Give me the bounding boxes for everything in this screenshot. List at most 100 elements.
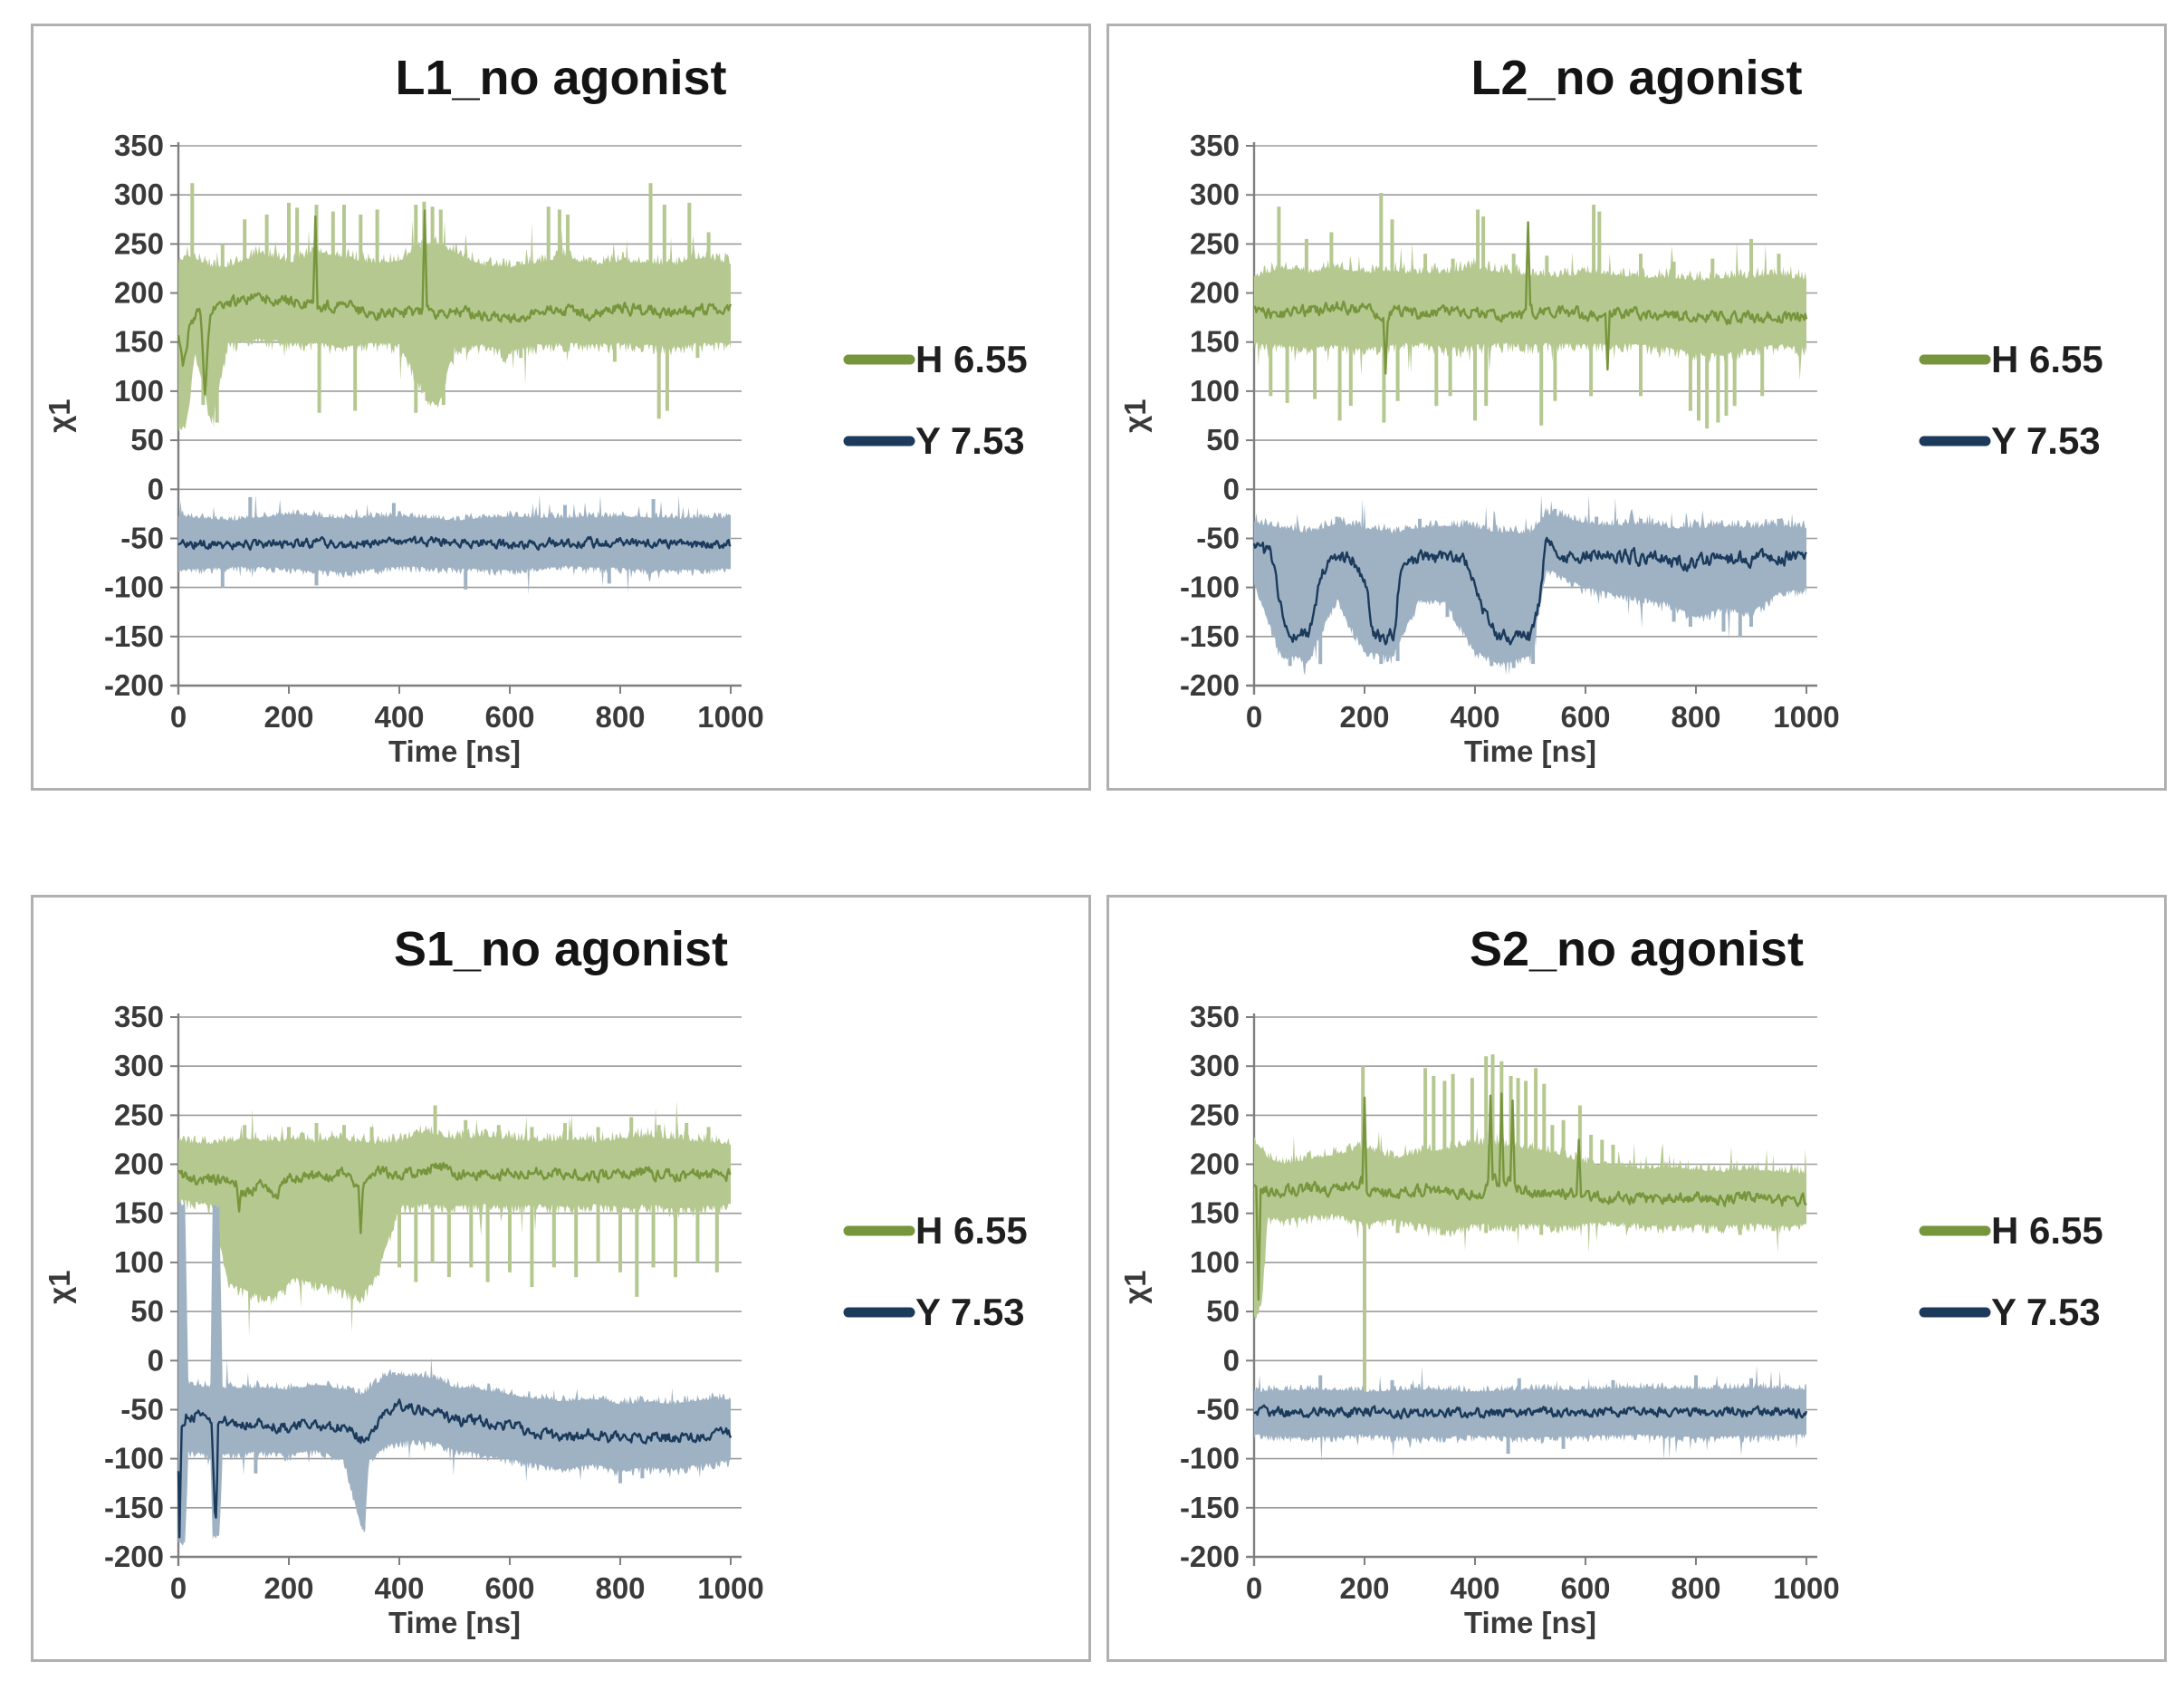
spike-up	[1329, 232, 1334, 282]
mean-line-H6.55	[1252, 1092, 1807, 1301]
mean-line-Y7.53	[177, 1398, 733, 1539]
spike-up	[706, 1127, 711, 1156]
spike-down	[1639, 331, 1643, 397]
spike-up	[485, 261, 490, 278]
y-tick-label: 0	[1223, 472, 1240, 505]
spike-down	[1697, 340, 1700, 421]
spike-up	[1490, 1054, 1495, 1158]
mean-line-Y7.53	[177, 535, 732, 551]
spike-up	[1639, 518, 1643, 536]
y-tick-label: 0	[1223, 1343, 1240, 1377]
spike-down	[530, 1192, 534, 1287]
spike-up	[1534, 1068, 1538, 1163]
x-tick-label: 200	[263, 700, 313, 734]
spike-up	[295, 207, 300, 273]
spike-up	[369, 1127, 374, 1157]
chart-panel-s2-no-agonist: S2_no agonist 350 300 250 200 150 100 50 0 -50 -1…	[1106, 895, 2167, 1662]
spike-up	[264, 214, 269, 268]
raw-band-Y7.53	[1254, 495, 1806, 676]
y-tick-label: -150	[1180, 1491, 1240, 1524]
y-tick-label: 200	[1190, 276, 1240, 310]
spike-up	[1611, 1144, 1615, 1178]
spike-up	[1749, 1378, 1753, 1400]
spike-up	[1361, 1066, 1365, 1162]
spike-up	[1423, 254, 1428, 287]
spike-up	[1470, 1078, 1474, 1157]
spike-up	[530, 1127, 534, 1155]
spike-up	[706, 232, 711, 272]
raw-band-H6.55	[1254, 1118, 1806, 1320]
raw-band-Y7.53	[178, 1199, 731, 1546]
spike-up	[1672, 261, 1676, 291]
spike-up	[190, 183, 195, 270]
spike-down	[1738, 1212, 1742, 1235]
spike-up	[629, 1117, 634, 1151]
spike-up	[243, 1125, 247, 1153]
spike-up	[685, 1123, 689, 1153]
y-axis-title: χ1	[1118, 1270, 1152, 1303]
spike-down	[254, 1439, 258, 1474]
legend-label: H 6.55	[1991, 1209, 2103, 1252]
spike-down	[1539, 1212, 1544, 1235]
spike-up	[1481, 216, 1486, 283]
spike-down	[361, 1513, 366, 1530]
y-tick-label: 350	[1190, 129, 1240, 162]
spike-up	[563, 504, 567, 531]
spike-down	[563, 330, 567, 352]
spike-down	[551, 1193, 556, 1268]
x-tick-label: 400	[374, 1571, 424, 1605]
spike-down	[398, 1194, 401, 1268]
x-tick-label: 400	[1450, 1571, 1499, 1605]
spike-down	[1313, 334, 1317, 399]
y-tick-label: 0	[148, 472, 164, 505]
spike-down	[1732, 339, 1737, 407]
spike-up	[1611, 1379, 1615, 1401]
chart-title: S2_no agonist	[1469, 922, 1805, 976]
spike-down	[182, 411, 187, 427]
spike-down	[214, 1523, 218, 1536]
spike-up	[430, 206, 435, 256]
spike-down	[1395, 1207, 1400, 1234]
spike-up	[1509, 1076, 1513, 1159]
spike-up	[1390, 1379, 1394, 1403]
y-tick-label: -200	[104, 668, 164, 702]
spike-up	[566, 214, 570, 271]
y-tick-label: -50	[1196, 1393, 1240, 1426]
spike-up	[588, 257, 592, 277]
spike-up	[1432, 1076, 1436, 1164]
spike-up	[1545, 255, 1549, 289]
spike-down	[1688, 339, 1692, 411]
spike-up	[1476, 209, 1480, 281]
spike-up	[1577, 1105, 1582, 1175]
y-tick-label: -200	[1180, 1540, 1240, 1573]
y-tick-label: -150	[104, 1491, 164, 1524]
spike-up	[1335, 516, 1339, 536]
spike-up	[342, 1125, 346, 1153]
spike-up	[414, 205, 418, 264]
spike-down	[519, 335, 523, 359]
spike-up	[1318, 1375, 1323, 1403]
spike-down	[1760, 333, 1765, 397]
y-tick-label: -50	[1196, 522, 1240, 555]
spike-up	[596, 1127, 600, 1155]
spike-down	[1379, 642, 1384, 665]
spike-up	[1423, 1068, 1428, 1166]
y-tick-label: -150	[1180, 619, 1240, 653]
x-tick-label: 600	[1560, 1571, 1610, 1605]
spike-down	[441, 373, 445, 406]
spike-down	[612, 331, 617, 362]
spike-down	[430, 1192, 435, 1263]
spike-down	[1490, 645, 1494, 667]
spike-down	[1288, 644, 1292, 667]
spike-up	[1418, 518, 1422, 541]
x-tick-label: 600	[484, 1571, 534, 1605]
y-tick-label: 150	[1190, 1196, 1240, 1230]
spike-up	[496, 1125, 501, 1151]
spike-up	[1542, 1083, 1547, 1164]
spike-down	[1448, 334, 1452, 397]
spike-up	[1639, 254, 1643, 291]
spike-down	[1337, 332, 1342, 421]
spike-down	[656, 332, 661, 419]
chart-title: S1_no agonist	[393, 922, 729, 976]
